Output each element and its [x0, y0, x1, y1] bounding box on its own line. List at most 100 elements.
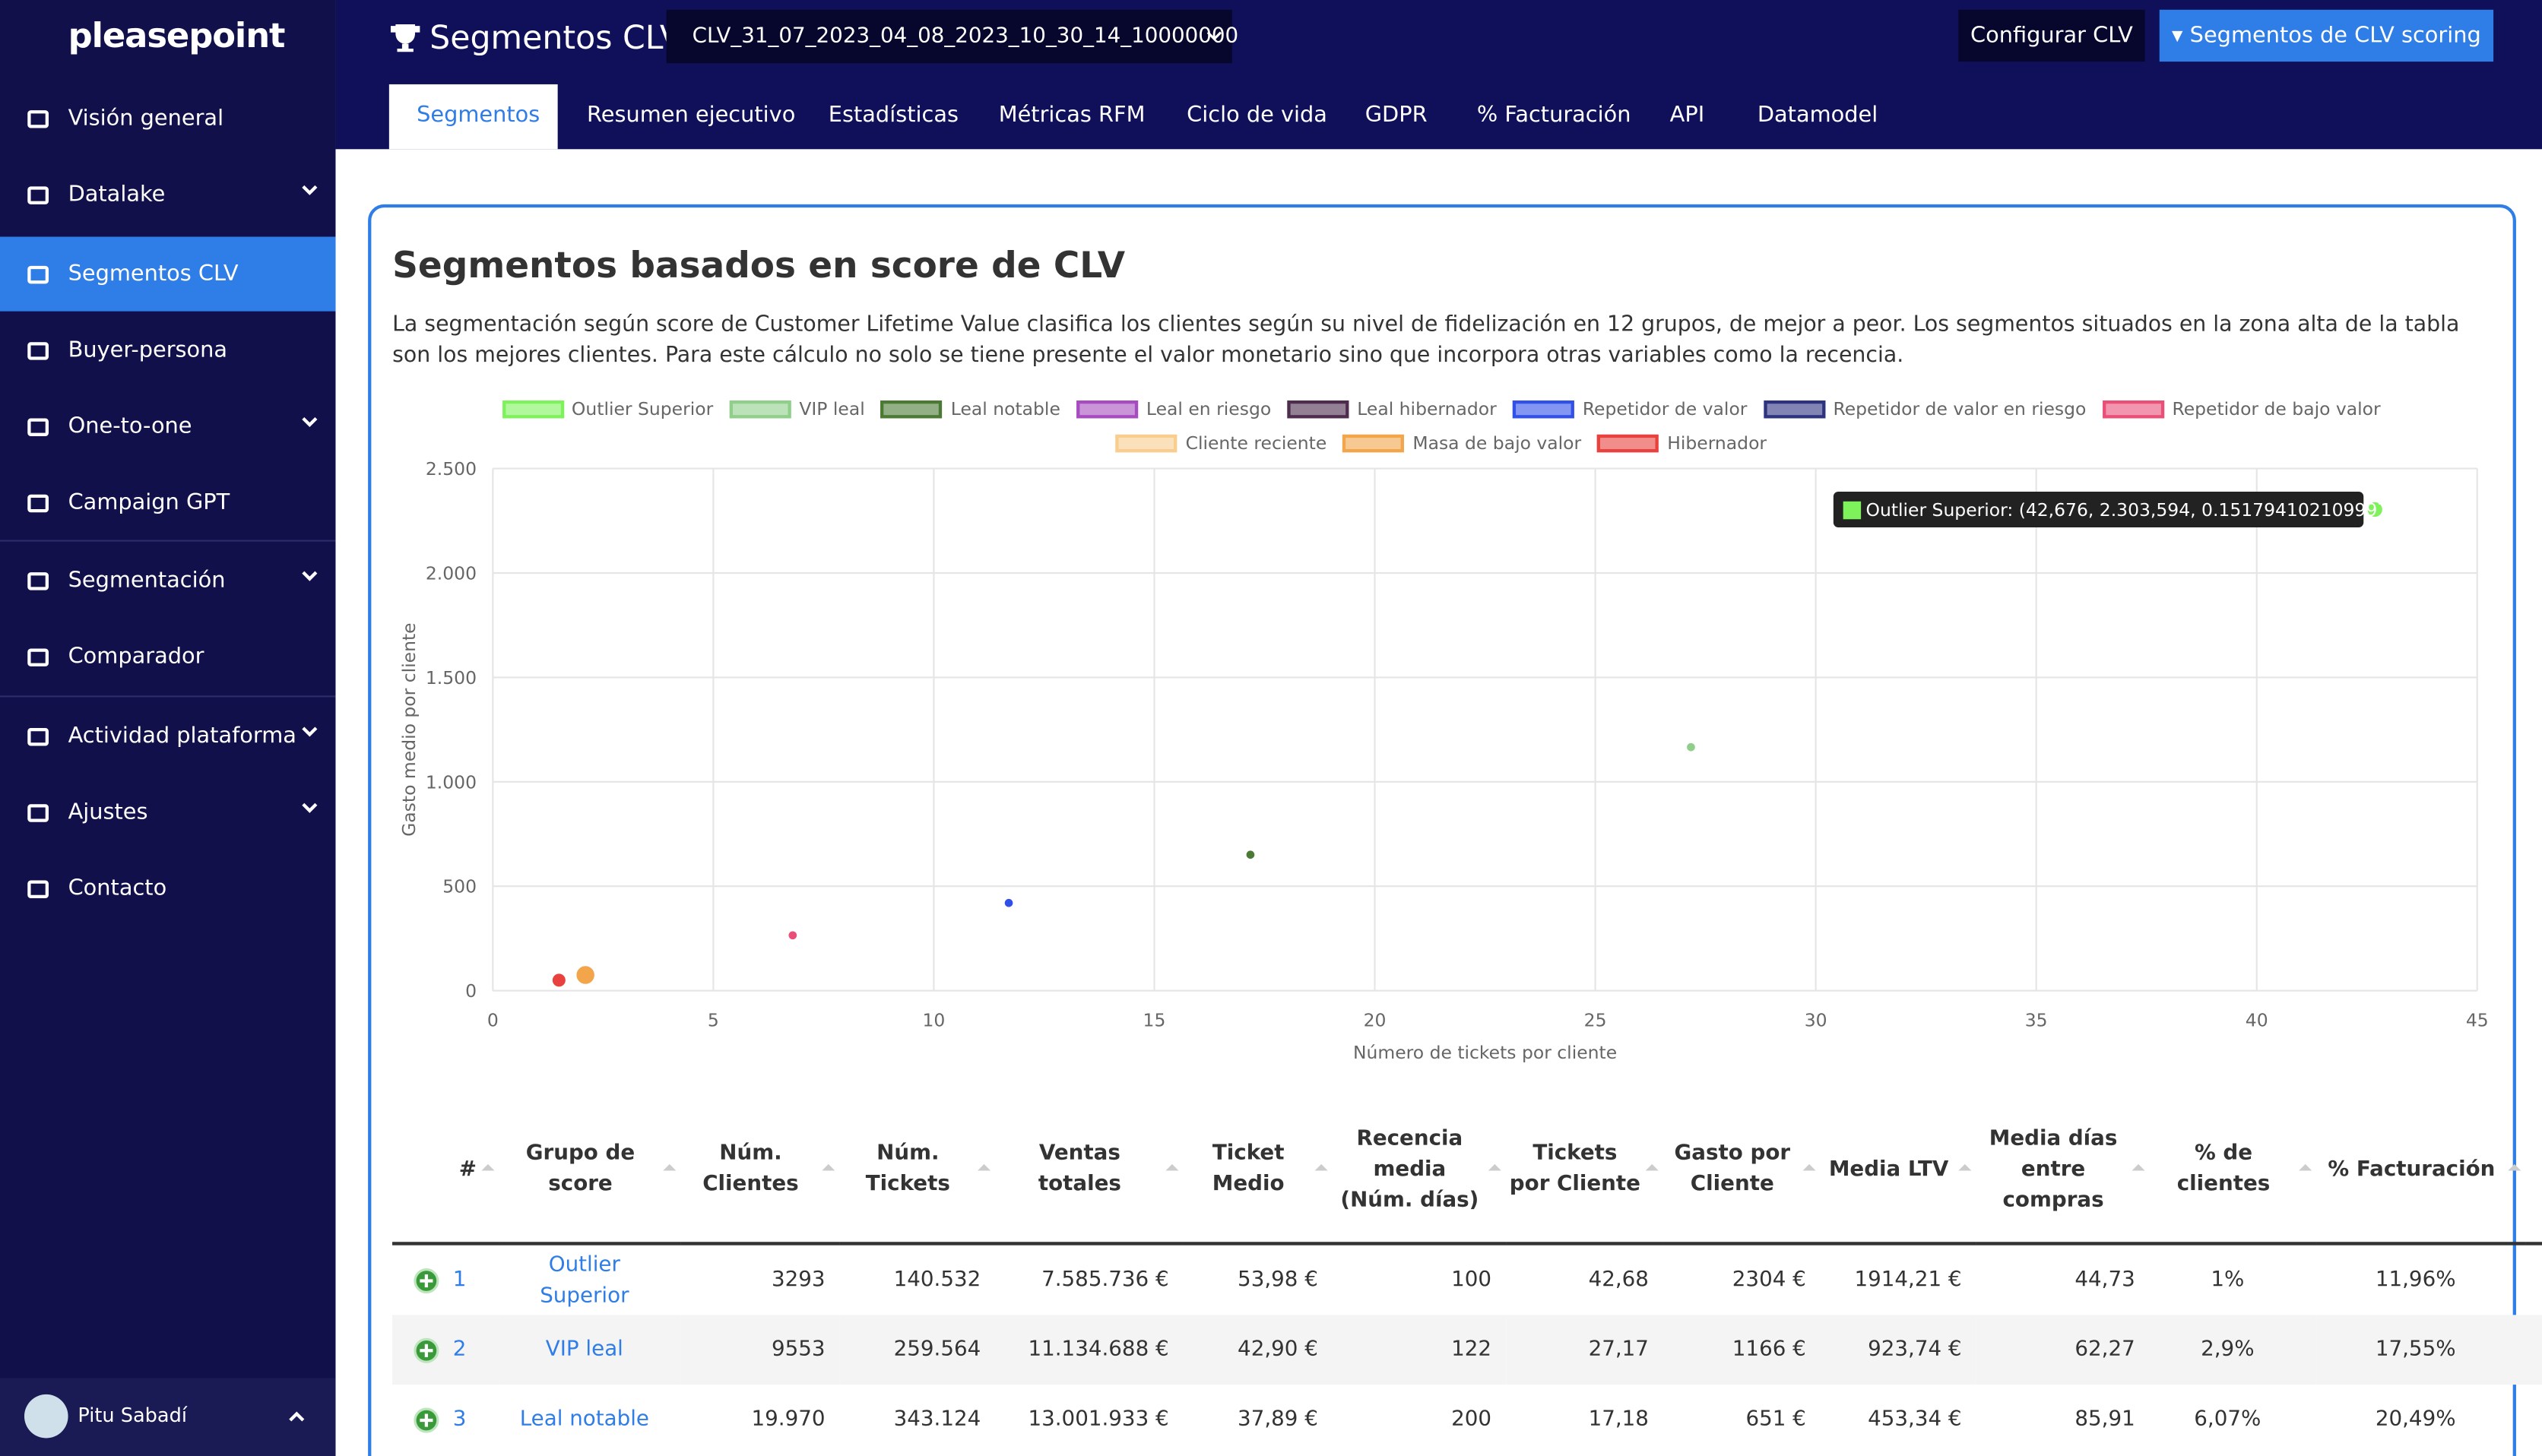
column-header[interactable]: Núm. Tickets — [839, 1096, 996, 1246]
group-link[interactable]: Leal notable — [519, 1407, 649, 1432]
menu-item[interactable]: Contacto — [0, 851, 335, 926]
menu-item[interactable]: Segmentación — [0, 543, 335, 618]
legend: Outlier Superior VIP leal Leal notable Leal… — [436, 396, 2447, 457]
table-cell: 1166 € — [1663, 1315, 1821, 1385]
menu-item[interactable]: Campaign GPT — [0, 465, 335, 540]
legend-item[interactable]: Repetidor de bajo valor — [2102, 396, 2381, 423]
page-title: Segmentos CLV — [429, 17, 683, 57]
menu-item[interactable]: Datalake — [0, 157, 335, 232]
point — [552, 973, 566, 987]
legend-item[interactable]: Hibernador — [1597, 429, 1767, 457]
point — [1246, 850, 1255, 859]
legend-swatch — [2102, 400, 2164, 419]
menu-item[interactable]: One-to-one — [0, 389, 335, 464]
expand-icon[interactable] — [414, 1267, 440, 1293]
expand-plus — [420, 1413, 434, 1426]
menu-item[interactable]: Ajustes — [0, 775, 335, 850]
group-cell: Outlier Superior — [499, 1243, 681, 1315]
menu-label: Contacto — [68, 875, 167, 902]
legend-item[interactable]: Repetidor de valor — [1513, 396, 1747, 423]
tooltip-box — [1833, 492, 2364, 527]
menu-label: Comparador — [68, 644, 204, 670]
tab[interactable]: Métricas RFM — [998, 102, 1146, 128]
table-cell: 62,27 — [1976, 1315, 2150, 1385]
table-cell: 122 — [1333, 1315, 1507, 1385]
tab[interactable]: Segmentos — [388, 84, 558, 150]
tab[interactable]: Ciclo de vida — [1187, 102, 1327, 128]
legend-label: Hibernador — [1667, 432, 1767, 454]
table-cell: 2480 — [2526, 1243, 2542, 1315]
menu-item[interactable]: Visión general — [0, 81, 335, 156]
table-cell: 7492 — [2525, 1315, 2542, 1385]
legend-item[interactable]: Outlier Superior — [502, 396, 713, 423]
legend-swatch — [1597, 434, 1659, 453]
tab[interactable]: % Facturación — [1476, 102, 1631, 128]
menu-item[interactable]: Actividad plataforma — [0, 699, 335, 774]
menu-icon — [27, 417, 49, 435]
column-header[interactable]: # — [392, 1096, 499, 1246]
tab[interactable]: GDPR — [1365, 102, 1428, 128]
row-index[interactable]: 1 — [452, 1268, 467, 1293]
menu-item[interactable]: Segmentos CLV — [0, 236, 336, 312]
menu-label: Buyer-persona — [68, 337, 228, 363]
legend-label: Leal hibernador — [1357, 398, 1497, 420]
tab[interactable]: Datamodel — [1757, 102, 1878, 128]
table-cell: 37,89 € — [1238, 1407, 1318, 1432]
column-header[interactable]: Suscritos — [2525, 1096, 2542, 1246]
table-cell: 453,34 € — [1868, 1407, 1962, 1432]
legend-item[interactable]: Leal en riesgo — [1076, 396, 1271, 423]
column-header[interactable]: Grupo de score — [499, 1096, 681, 1246]
menu-item[interactable]: Comparador — [0, 619, 335, 694]
legend-label: Leal en riesgo — [1146, 398, 1272, 420]
menu-item[interactable]: Buyer-persona — [0, 313, 335, 388]
legend-item[interactable]: VIP leal — [729, 396, 865, 423]
column-header[interactable]: % Facturación — [2316, 1096, 2526, 1246]
user-bar[interactable]: Pitu Sabadí — [0, 1378, 336, 1456]
column-header[interactable]: Media LTV — [1821, 1096, 1976, 1246]
column-header[interactable]: Media días entre compras — [1976, 1096, 2150, 1246]
x-tick-label: 25 — [1584, 1010, 1607, 1031]
x-tick-label: 45 — [2466, 1010, 2489, 1031]
column-header[interactable]: Ventas totales — [995, 1096, 1184, 1246]
expand-icon[interactable] — [414, 1337, 440, 1363]
chevron — [302, 802, 318, 813]
group-link[interactable]: VIP leal — [545, 1337, 623, 1363]
table-cell: 200 — [1451, 1407, 1492, 1432]
group-link[interactable]: Outlier Superior — [540, 1252, 629, 1308]
x-tick-label: 0 — [487, 1010, 499, 1031]
tab[interactable]: API — [1669, 102, 1705, 128]
column-header[interactable]: Núm. Clientes — [680, 1096, 840, 1246]
dataset-select[interactable]: CLV_31_07_2023_04_08_2023_10_30_14_10000… — [666, 9, 1238, 64]
menu-label: One-to-one — [68, 413, 192, 440]
expand-icon[interactable] — [414, 1407, 440, 1432]
top-bar: Segmentos CLV CLV_31_07_2023_04_08_2023_… — [335, 0, 2542, 150]
row-index[interactable]: 2 — [452, 1337, 467, 1363]
menu-icon — [27, 803, 49, 821]
legend-label: Leal notable — [950, 398, 1060, 420]
menu-label: Segmentos CLV — [68, 261, 239, 287]
row-index[interactable]: 3 — [452, 1407, 467, 1432]
menu-label: Actividad plataforma — [68, 723, 296, 749]
scoring-button[interactable]: ▾ Segmentos de CLV scoring — [2159, 9, 2494, 62]
legend-item[interactable]: Leal hibernador — [1287, 396, 1497, 423]
table-cell: 923,74 € — [1821, 1315, 1976, 1385]
legend-item[interactable]: Masa de bajo valor — [1342, 429, 1581, 457]
card — [368, 204, 2516, 1456]
header-row: # Grupo de score Núm. Clientes Núm. Tickets… — [392, 1096, 2542, 1246]
legend-item[interactable]: Cliente reciente — [1115, 429, 1326, 457]
column-header[interactable]: Gasto por Cliente — [1663, 1096, 1821, 1246]
column-header[interactable]: Ticket Medio — [1183, 1096, 1333, 1246]
column-header[interactable]: % de clientes — [2149, 1096, 2317, 1246]
table-cell: 2,9% — [2149, 1315, 2317, 1385]
legend-item[interactable]: Repetidor de valor en riesgo — [1763, 396, 2086, 423]
legend-swatch — [881, 400, 943, 419]
configure-button[interactable]: Configurar CLV — [1958, 9, 2145, 62]
group-cell: VIP leal — [499, 1315, 681, 1385]
tab[interactable]: Estadísticas — [828, 102, 959, 128]
legend-item[interactable]: Leal notable — [881, 396, 1060, 423]
tab[interactable]: Resumen ejecutivo — [587, 102, 796, 128]
point — [1004, 898, 1013, 907]
column-header[interactable]: Tickets por Cliente — [1506, 1096, 1664, 1246]
y-tick-label: 1.000 — [426, 771, 477, 793]
column-header[interactable]: Recencia media (Núm. días) — [1333, 1096, 1507, 1246]
